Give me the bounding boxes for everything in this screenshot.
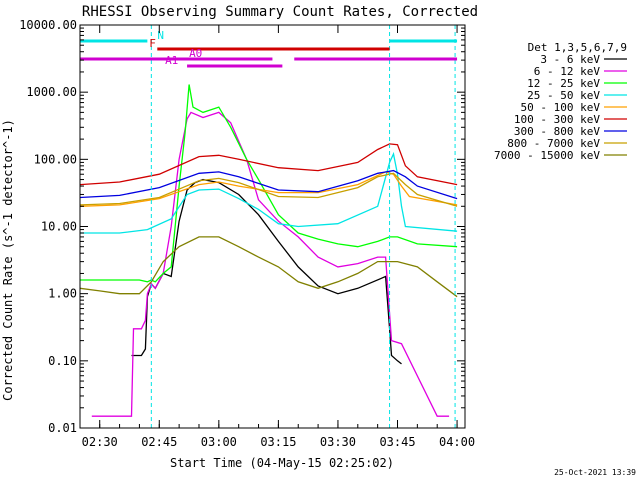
legend-label-4: 50 - 100 keV: [521, 101, 601, 114]
series-line-5: [80, 143, 458, 186]
y-tick-label-6: 0.01: [48, 421, 77, 435]
legend-label-2: 12 - 25 keV: [527, 77, 600, 90]
x-tick-label-1: 02:45: [141, 435, 177, 449]
y-tick-label-0: 10000.00: [19, 18, 77, 32]
legend-label-3: 25 - 50 keV: [527, 89, 600, 102]
chart-title: RHESSI Observing Summary Count Rates, Co…: [82, 4, 478, 20]
y-tick-label-4: 1.00: [48, 287, 77, 301]
legend-label-5: 100 - 300 keV: [514, 113, 600, 126]
y-tick-label-3: 10.00: [41, 220, 77, 234]
legend-label-7: 800 - 7000 keV: [507, 137, 600, 150]
flag-label-n: N: [157, 29, 164, 42]
timestamp: 25-Oct-2021 13:39: [554, 468, 636, 477]
legend-label-8: 7000 - 15000 keV: [494, 149, 600, 162]
y-axis-label: Corrected Count Rate (s^-1 detector^-1): [1, 119, 15, 401]
flag-label-a0: A0: [189, 47, 202, 60]
x-tick-label-2: 03:00: [201, 435, 237, 449]
x-tick-label-3: 03:15: [260, 435, 296, 449]
series-line-1: [91, 111, 450, 417]
legend-label-1: 6 - 12 keV: [534, 65, 601, 78]
flag-label-f: F: [149, 37, 156, 50]
series-line-7: [80, 172, 458, 207]
x-tick-label-4: 03:30: [320, 435, 356, 449]
y-tick-label-2: 100.00: [34, 152, 77, 166]
x-tick-label-0: 02:30: [82, 435, 118, 449]
legend-title: Det 1,3,5,6,7,9: [528, 41, 627, 54]
series-line-2: [80, 84, 458, 283]
x-tick-label-6: 04:00: [439, 435, 475, 449]
series-line-4: [80, 171, 458, 207]
legend-label-6: 300 - 800 keV: [514, 125, 600, 138]
legend-label-0: 3 - 6 keV: [540, 53, 600, 66]
x-tick-label-5: 03:45: [379, 435, 415, 449]
y-tick-label-1: 1000.00: [26, 85, 77, 99]
flag-label-a1: A1: [165, 54, 178, 67]
y-tick-label-5: 0.10: [48, 354, 77, 368]
series-line-6: [80, 169, 458, 200]
series-line-8: [80, 236, 458, 298]
x-axis-label: Start Time (04-May-15 02:25:02): [170, 456, 394, 470]
series-line-3: [80, 151, 458, 234]
